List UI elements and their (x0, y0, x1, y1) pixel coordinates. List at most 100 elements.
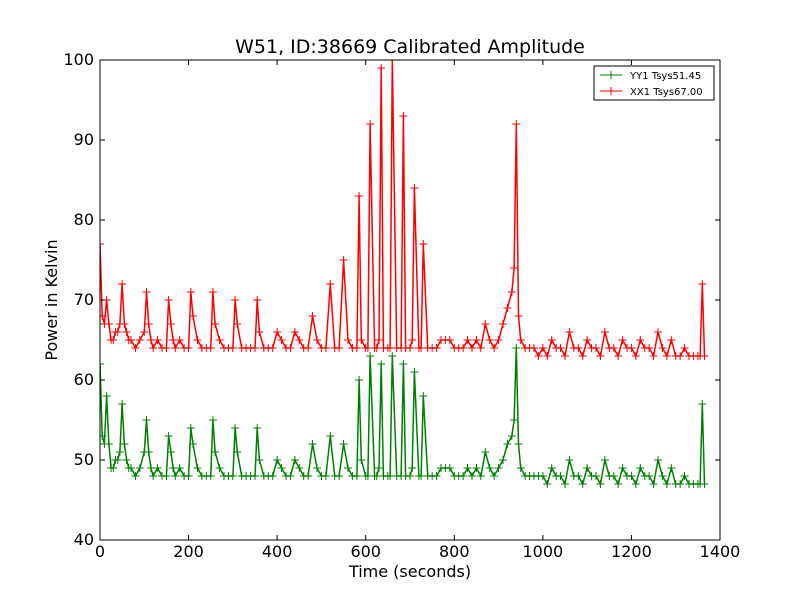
data-point-yy1 (100, 432, 107, 440)
data-point-xx1 (313, 336, 321, 344)
data-point-xx1 (164, 296, 173, 304)
data-point-yy1 (399, 360, 408, 368)
legend-label-xx1: XX1 Tsys67.00 (630, 87, 703, 98)
data-point-yy1 (193, 464, 202, 472)
data-point-yy1 (485, 464, 494, 472)
data-point-yy1 (295, 464, 304, 472)
data-point-yy1 (649, 480, 658, 488)
data-point-xx1 (113, 328, 122, 336)
data-point-yy1 (565, 456, 574, 464)
data-point-xx1 (408, 336, 417, 344)
data-point-yy1 (344, 464, 352, 472)
data-point-yy1 (510, 416, 519, 424)
data-point-xx1 (251, 344, 259, 352)
chart-title: W51, ID:38669 Calibrated Amplitude (235, 36, 585, 58)
data-point-xx1 (512, 120, 521, 128)
data-point-yy1 (304, 472, 313, 480)
data-point-xx1 (339, 256, 348, 264)
data-point-xx1 (600, 328, 609, 336)
data-point-yy1 (375, 464, 383, 472)
x-tick-label: 1200 (611, 542, 652, 561)
data-point-yy1 (574, 472, 583, 480)
data-point-yy1 (614, 480, 623, 488)
data-point-yy1 (313, 464, 321, 472)
data-point-xx1 (614, 352, 623, 360)
data-point-xx1 (510, 264, 519, 272)
data-point-yy1 (127, 464, 135, 472)
data-point-xx1 (700, 352, 709, 360)
data-point-yy1 (631, 480, 640, 488)
data-point-yy1 (556, 472, 565, 480)
data-point-xx1 (618, 336, 627, 344)
x-tick-label: 200 (173, 542, 204, 561)
data-point-xx1 (189, 312, 197, 320)
y-tick-label: 40 (74, 530, 94, 549)
data-point-yy1 (578, 480, 587, 488)
data-point-xx1 (388, 60, 397, 64)
data-point-xx1 (578, 352, 587, 360)
data-point-yy1 (499, 456, 507, 464)
data-point-yy1 (189, 440, 197, 448)
data-point-xx1 (100, 312, 107, 320)
data-point-xx1 (631, 352, 640, 360)
data-point-xx1 (118, 280, 127, 288)
data-point-yy1 (153, 464, 162, 472)
data-point-xx1 (162, 344, 171, 352)
data-point-yy1 (175, 464, 184, 472)
x-axis: 0 200 400 600 800 1000 1200 1400 (95, 60, 740, 561)
data-point-xx1 (149, 344, 158, 352)
data-point-xx1 (131, 344, 140, 352)
data-point-yy1 (490, 472, 499, 480)
data-point-yy1 (700, 480, 709, 488)
data-point-xx1 (636, 336, 645, 344)
data-point-yy1 (231, 424, 240, 432)
data-point-xx1 (667, 336, 676, 344)
data-point-yy1 (600, 456, 609, 464)
data-point-yy1 (654, 456, 662, 464)
data-point-yy1 (352, 472, 361, 480)
data-point-xx1 (516, 336, 525, 344)
data-point-yy1 (228, 472, 237, 480)
data-point-yy1 (658, 472, 667, 480)
x-tick-label: 0 (95, 542, 105, 561)
data-point-xx1 (120, 320, 129, 328)
data-point-yy1 (171, 472, 180, 480)
data-point-xx1 (561, 352, 569, 360)
data-point-xx1 (273, 328, 282, 336)
data-point-yy1 (698, 400, 707, 408)
x-tick-label: 400 (262, 542, 293, 561)
data-point-xx1 (153, 336, 162, 344)
data-point-yy1 (113, 456, 122, 464)
data-point-xx1 (676, 352, 685, 360)
data-point-xx1 (206, 344, 215, 352)
x-axis-label: Time (seconds) (348, 562, 471, 581)
data-point-yy1 (166, 448, 175, 456)
data-point-xx1 (140, 328, 149, 336)
data-point-xx1 (104, 320, 113, 328)
data-point-xx1 (171, 344, 180, 352)
data-point-xx1 (530, 344, 538, 352)
data-point-xx1 (355, 192, 364, 200)
data-point-xx1 (255, 328, 264, 336)
data-point-yy1 (468, 472, 476, 480)
data-point-xx1 (366, 120, 375, 128)
data-point-xx1 (583, 336, 592, 344)
data-point-yy1 (115, 448, 124, 456)
data-point-yy1 (667, 464, 676, 472)
data-point-xx1 (308, 312, 317, 320)
data-point-xx1 (208, 288, 217, 296)
y-tick-label: 60 (74, 370, 94, 389)
x-tick-label: 1400 (700, 542, 741, 561)
data-point-xx1 (419, 240, 428, 248)
data-point-yy1 (406, 472, 414, 480)
data-point-yy1 (321, 472, 330, 480)
data-point-yy1 (596, 480, 605, 488)
data-point-yy1 (308, 440, 317, 448)
x-tick-label: 1000 (522, 542, 563, 561)
data-point-xx1 (399, 112, 408, 120)
data-point-xx1 (253, 296, 262, 304)
data-point-xx1 (211, 320, 220, 328)
data-point-xx1 (499, 320, 507, 328)
data-point-xx1 (543, 352, 552, 360)
